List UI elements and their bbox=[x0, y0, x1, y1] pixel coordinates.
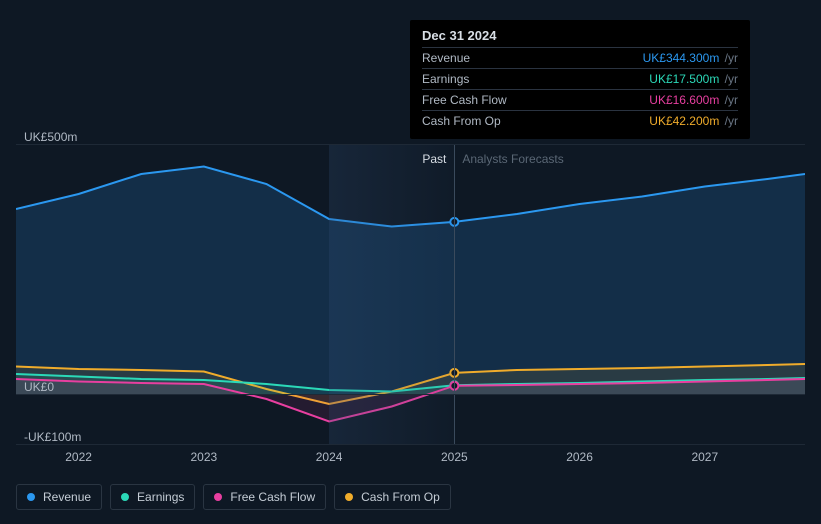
tooltip-row-unit: /yr bbox=[721, 72, 738, 86]
tooltip-row: Revenue UK£344.300m /yr bbox=[422, 47, 738, 68]
forecast-label: Analysts Forecasts bbox=[462, 152, 563, 166]
tooltip-row: Free Cash Flow UK£16.600m /yr bbox=[422, 89, 738, 110]
past-label: Past bbox=[422, 152, 446, 166]
x-axis-label: 2025 bbox=[441, 450, 468, 464]
gridline bbox=[16, 144, 805, 145]
x-axis-label: 2026 bbox=[566, 450, 593, 464]
y-axis-label: UK£500m bbox=[24, 130, 77, 144]
x-axis-label: 2022 bbox=[65, 450, 92, 464]
gridline bbox=[16, 394, 805, 395]
legend-label: Earnings bbox=[137, 490, 184, 504]
tooltip-row-label: Cash From Op bbox=[422, 114, 501, 128]
tooltip-row-value: UK£344.300m /yr bbox=[643, 51, 738, 65]
tooltip-row-label: Revenue bbox=[422, 51, 470, 65]
x-axis-label: 2023 bbox=[190, 450, 217, 464]
cursor-vline bbox=[454, 144, 455, 444]
tooltip-row: Cash From Op UK£42.200m /yr bbox=[422, 110, 738, 131]
tooltip-row-value: UK£17.500m /yr bbox=[649, 72, 738, 86]
legend-label: Revenue bbox=[43, 490, 91, 504]
y-axis-label: -UK£100m bbox=[24, 430, 81, 444]
tooltip-row-unit: /yr bbox=[721, 51, 738, 65]
legend-dot-icon bbox=[27, 493, 35, 501]
legend-item[interactable]: Revenue bbox=[16, 484, 102, 510]
tooltip-row-value: UK£42.200m /yr bbox=[649, 114, 738, 128]
tooltip-row-label: Earnings bbox=[422, 72, 469, 86]
tooltip-row-unit: /yr bbox=[721, 114, 738, 128]
legend-dot-icon bbox=[214, 493, 222, 501]
x-axis-label: 2027 bbox=[691, 450, 718, 464]
legend-dot-icon bbox=[121, 493, 129, 501]
legend-item[interactable]: Cash From Op bbox=[334, 484, 451, 510]
x-axis-labels: 2022 2023 2024 2025 2026 2027 bbox=[16, 450, 805, 470]
legend-label: Cash From Op bbox=[361, 490, 440, 504]
legend-dot-icon bbox=[345, 493, 353, 501]
tooltip-row: Earnings UK£17.500m /yr bbox=[422, 68, 738, 89]
chart-legend: Revenue Earnings Free Cash Flow Cash From O… bbox=[16, 484, 451, 510]
legend-label: Free Cash Flow bbox=[230, 490, 315, 504]
tooltip-row-label: Free Cash Flow bbox=[422, 93, 507, 107]
tooltip-row-unit: /yr bbox=[721, 93, 738, 107]
x-axis-label: 2024 bbox=[316, 450, 343, 464]
tooltip-row-value: UK£16.600m /yr bbox=[649, 93, 738, 107]
legend-item[interactable]: Free Cash Flow bbox=[203, 484, 326, 510]
series-area bbox=[16, 167, 805, 395]
legend-item[interactable]: Earnings bbox=[110, 484, 195, 510]
gridline bbox=[16, 444, 805, 445]
y-axis-label: UK£0 bbox=[24, 380, 54, 394]
tooltip-date: Dec 31 2024 bbox=[422, 28, 738, 47]
chart-tooltip: Dec 31 2024 Revenue UK£344.300m /yr Earnin… bbox=[410, 20, 750, 139]
